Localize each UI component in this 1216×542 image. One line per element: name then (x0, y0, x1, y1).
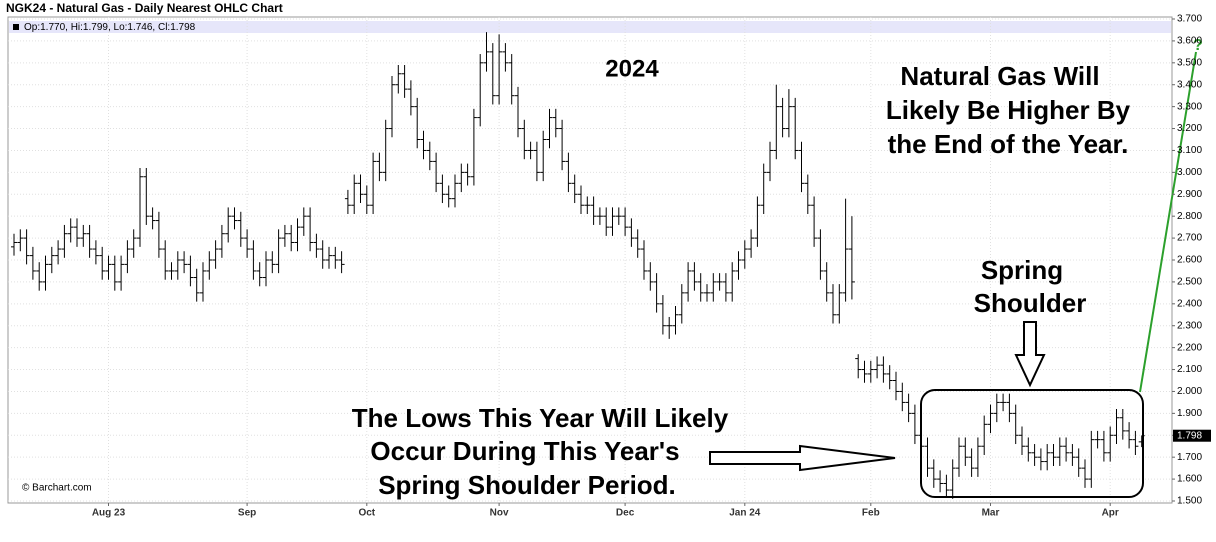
bars (11, 32, 1145, 499)
y-tick-label: 3.200 (1177, 123, 1202, 134)
trend-line (1139, 51, 1197, 393)
x-tick-label: Mar (982, 508, 1000, 519)
y-tick-label: 3.300 (1177, 101, 1202, 112)
question-mark: ? (1193, 37, 1203, 54)
down-arrow (1014, 321, 1046, 388)
y-tick-label: 2.000 (1177, 386, 1202, 397)
y-tick-label: 3.700 (1177, 14, 1202, 25)
y-tick-label: 3.000 (1177, 167, 1202, 178)
lows-line: Occur During This Year's (370, 436, 679, 466)
chart-title: NGK24 - Natural Gas - Daily Nearest OHLC… (6, 1, 283, 15)
credit: © Barchart.com (22, 483, 92, 494)
x-tick-label: Apr (1102, 508, 1119, 519)
lows-line: The Lows This Year Will Likely (352, 403, 729, 433)
y-tick-label: 3.600 (1177, 36, 1202, 47)
lows-line: Spring Shoulder Period. (378, 470, 676, 500)
y-tick-label: 2.300 (1177, 320, 1202, 331)
x-tick-label: Aug 23 (92, 508, 126, 519)
y-tick-label: 2.900 (1177, 189, 1202, 200)
legend-swatch (13, 24, 19, 30)
legend-text: Op:1.770, Hi:1.799, Lo:1.746, Cl:1.798 (24, 22, 196, 33)
x-tick-label: Dec (616, 508, 635, 519)
x-tick-label: Sep (238, 508, 256, 519)
legend-band (9, 21, 1171, 33)
y-tick-label: 1.900 (1177, 408, 1202, 419)
y-tick-label: 3.100 (1177, 145, 1202, 156)
y-tick-label: 1.700 (1177, 452, 1202, 463)
shoulder-line: Spring (981, 255, 1063, 285)
last-price-box (1173, 429, 1211, 442)
year-annotation: 2024 (605, 55, 659, 82)
right-arrow (709, 444, 896, 472)
x-tick-label: Nov (490, 508, 509, 519)
y-tick-label: 2.800 (1177, 211, 1202, 222)
y-tick-label: 2.100 (1177, 364, 1202, 375)
shoulder-line: Shoulder (974, 288, 1087, 318)
y-tick-label: 2.500 (1177, 277, 1202, 288)
outlook-line: Natural Gas Will (900, 61, 1099, 91)
last-price-label: 1.798 (1177, 430, 1202, 441)
y-tick-label: 2.200 (1177, 342, 1202, 353)
y-tick-label: 3.400 (1177, 79, 1202, 90)
y-tick-label: 2.600 (1177, 255, 1202, 266)
x-tick-label: Feb (862, 508, 880, 519)
y-tick-label: 2.400 (1177, 298, 1202, 309)
outlook-line: the End of the Year. (888, 129, 1129, 159)
x-tick-label: Jan 24 (729, 508, 761, 519)
y-tick-label: 1.600 (1177, 474, 1202, 485)
grid (8, 17, 1172, 503)
y-tick-label: 2.700 (1177, 233, 1202, 244)
y-tick-label: 3.500 (1177, 57, 1202, 68)
outlook-line: Likely Be Higher By (886, 95, 1131, 125)
highlight-box (920, 389, 1144, 498)
x-tick-label: Oct (358, 508, 375, 519)
y-tick-label: 1.500 (1177, 496, 1202, 507)
axis: 1.5001.6001.7001.8001.9002.0002.1002.200… (92, 14, 1211, 519)
